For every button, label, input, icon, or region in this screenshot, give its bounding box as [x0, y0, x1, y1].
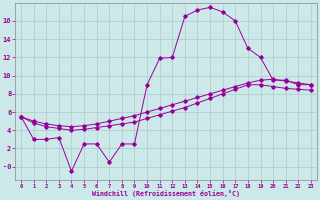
X-axis label: Windchill (Refroidissement éolien,°C): Windchill (Refroidissement éolien,°C)	[92, 190, 240, 197]
